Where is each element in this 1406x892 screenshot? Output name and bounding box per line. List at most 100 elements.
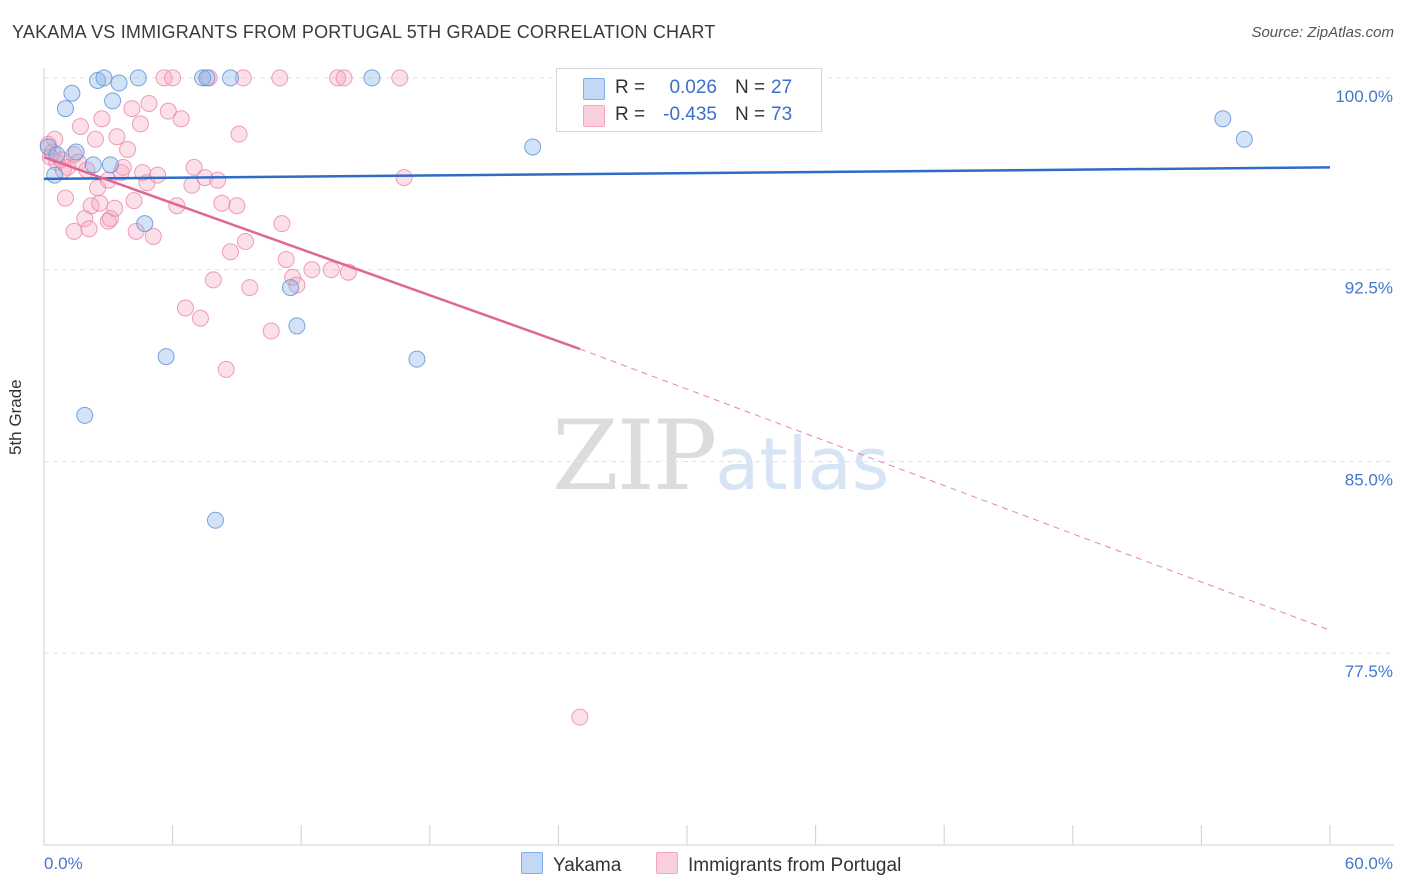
bottom-legend-yakama: Yakama	[521, 852, 621, 877]
portugal-point	[204, 271, 222, 289]
portugal-point	[65, 222, 83, 240]
portugal-point	[80, 220, 98, 238]
yakama-point	[281, 279, 299, 297]
y-tick-label: 100.0%	[1335, 87, 1393, 106]
portugal-point	[131, 115, 149, 133]
legend-swatch-portugal	[583, 105, 605, 127]
portugal-point	[322, 261, 340, 279]
source-label: Source: ZipAtlas.com	[1251, 24, 1394, 41]
portugal-point	[123, 100, 141, 118]
portugal-point	[329, 69, 347, 87]
portugal-point	[93, 110, 111, 128]
x-ticks	[43, 825, 1331, 845]
y-tick-label: 85.0%	[1345, 470, 1393, 489]
portugal-point	[101, 210, 119, 228]
portugal-point	[277, 250, 295, 268]
bottom-legend-portugal: Immigrants from Portugal	[656, 852, 901, 877]
axes	[43, 68, 1394, 846]
portugal-point	[221, 243, 239, 261]
portugal-trend-extension	[579, 348, 1331, 631]
legend-r-label: R =	[615, 77, 646, 98]
portugal-point	[155, 69, 173, 87]
portugal-point	[125, 192, 143, 210]
y-tick-label: 77.5%	[1345, 662, 1393, 681]
grid-lines	[44, 77, 1394, 654]
legend-n-value: 73	[771, 104, 793, 125]
correlation-legend: R = 0.026 N = 27 R = -0.435 N = 73	[556, 68, 822, 132]
yakama-point	[408, 350, 426, 368]
portugal-point	[571, 708, 589, 726]
yakama-point	[84, 156, 102, 174]
legend-r-value: 0.026	[669, 77, 717, 98]
portugal-point	[335, 69, 353, 87]
portugal-point	[144, 227, 162, 245]
portugal-point	[108, 128, 126, 146]
portugal-trend-line	[43, 155, 581, 351]
portugal-point	[159, 102, 177, 120]
watermark-zip: ZIP	[552, 400, 717, 512]
bottom-legend-label-yakama: Yakama	[553, 855, 622, 876]
portugal-point	[284, 268, 302, 286]
portugal-point	[236, 233, 254, 251]
portugal-point	[303, 261, 321, 279]
portugal-point	[273, 215, 291, 233]
yakama-point	[363, 69, 381, 87]
legend-r-value: -0.435	[663, 104, 717, 125]
portugal-point	[119, 140, 137, 158]
portugal-point	[230, 125, 248, 143]
yakama-point	[63, 84, 81, 102]
x-tick-label: 0.0%	[44, 854, 83, 873]
yakama-point	[129, 69, 147, 87]
portugal-point	[185, 158, 203, 176]
x-tick-label: 60.0%	[1345, 854, 1393, 873]
portugal-point	[217, 360, 235, 378]
legend-swatch-yakama	[583, 78, 605, 100]
watermark-atlas: atlas	[715, 422, 890, 506]
yakama-point	[110, 74, 128, 92]
portugal-point	[271, 69, 289, 87]
data-points	[39, 69, 1253, 726]
yakama-point	[288, 317, 306, 335]
yakama-point	[157, 348, 175, 366]
portugal-point	[176, 299, 194, 317]
portugal-point	[86, 130, 104, 148]
legend-n-label: N =	[735, 77, 766, 98]
legend-r-label: R =	[615, 104, 646, 125]
yakama-point	[194, 69, 212, 87]
yakama-point	[76, 406, 94, 424]
portugal-point	[234, 69, 252, 87]
yakama-point	[221, 69, 239, 87]
portugal-point	[391, 69, 409, 87]
yakama-point	[1235, 130, 1253, 148]
portugal-point	[65, 146, 83, 164]
portugal-point	[172, 110, 190, 128]
bottom-legend-swatch-portugal	[656, 852, 678, 874]
yakama-point	[101, 156, 119, 174]
yakama-point	[104, 92, 122, 110]
yakama-point	[95, 69, 113, 87]
y-tick-label: 92.5%	[1345, 279, 1393, 298]
yakama-trend-line	[43, 166, 1331, 181]
portugal-point	[164, 69, 182, 87]
yakama-point	[198, 69, 216, 87]
yakama-point	[56, 100, 74, 118]
watermark: ZIPatlas	[552, 400, 889, 512]
bottom-legend-swatch-yakama	[521, 852, 543, 874]
trend-lines	[43, 155, 1331, 631]
legend-n-value: 27	[771, 77, 793, 98]
portugal-point	[56, 189, 74, 207]
chart-title: YAKAMA VS IMMIGRANTS FROM PORTUGAL 5TH G…	[12, 22, 716, 42]
yakama-point	[136, 215, 154, 233]
portugal-point	[241, 279, 259, 297]
portugal-point	[213, 194, 231, 212]
yakama-point	[46, 166, 64, 184]
portugal-point	[191, 309, 209, 327]
portugal-point	[91, 194, 109, 212]
legend-n-label: N =	[735, 104, 766, 125]
portugal-point	[262, 322, 280, 340]
tick-labels: 100.0% 92.5% 85.0% 77.5% 0.0% 60.0%	[44, 87, 1393, 873]
portugal-point	[106, 199, 124, 217]
yakama-point	[67, 143, 85, 161]
portugal-point	[140, 94, 158, 112]
